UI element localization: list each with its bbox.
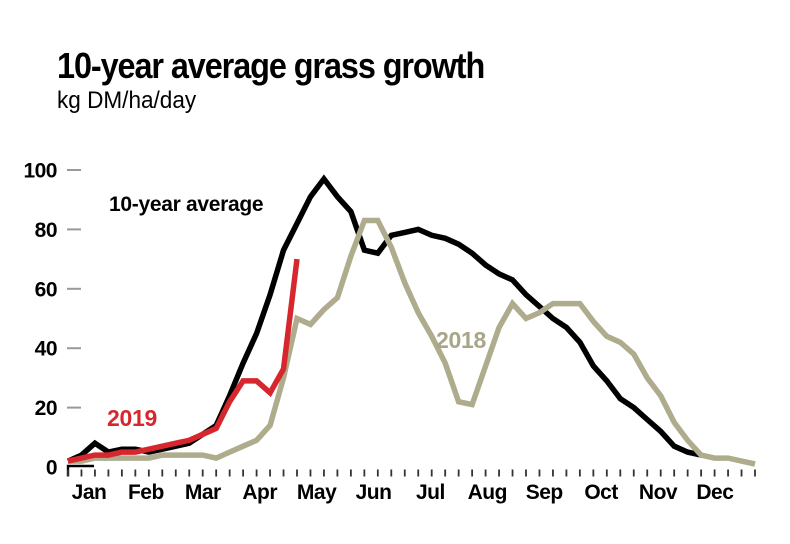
month-label-feb: Feb	[128, 481, 164, 504]
month-label-mar: Mar	[185, 481, 221, 504]
y-tick-label-100: 100	[23, 160, 57, 183]
month-label-nov: Nov	[639, 481, 678, 504]
month-label-may: May	[297, 481, 337, 504]
month-label-sep: Sep	[526, 481, 563, 504]
y-tick-label-80: 80	[35, 219, 57, 242]
series-label-y2018: 2018	[436, 327, 486, 353]
series-label-y2019: 2019	[107, 405, 157, 431]
month-label-oct: Oct	[584, 481, 618, 504]
month-label-jan: Jan	[72, 481, 107, 504]
series-line-avg10	[66, 174, 702, 464]
month-label-dec: Dec	[696, 481, 734, 504]
month-label-apr: Apr	[242, 481, 277, 504]
y-tick-label-20: 20	[35, 397, 57, 420]
chart-header: 10-year average grass growth kg DM/ha/da…	[57, 48, 532, 113]
month-label-jul: Jul	[416, 481, 445, 504]
series-line-y2018	[68, 217, 756, 467]
y-tick-label-60: 60	[35, 278, 57, 301]
y-tick-label-0: 0	[46, 457, 57, 480]
month-label-aug: Aug	[468, 481, 507, 504]
series-line-y2019	[67, 258, 300, 464]
chart-units-label: kg DM/ha/day	[57, 87, 197, 114]
chart-title: 10-year average grass growth	[57, 45, 485, 86]
series-label-avg10: 10-year average	[109, 193, 263, 216]
y-tick-label-40: 40	[35, 338, 57, 361]
month-label-jun: Jun	[356, 481, 392, 504]
